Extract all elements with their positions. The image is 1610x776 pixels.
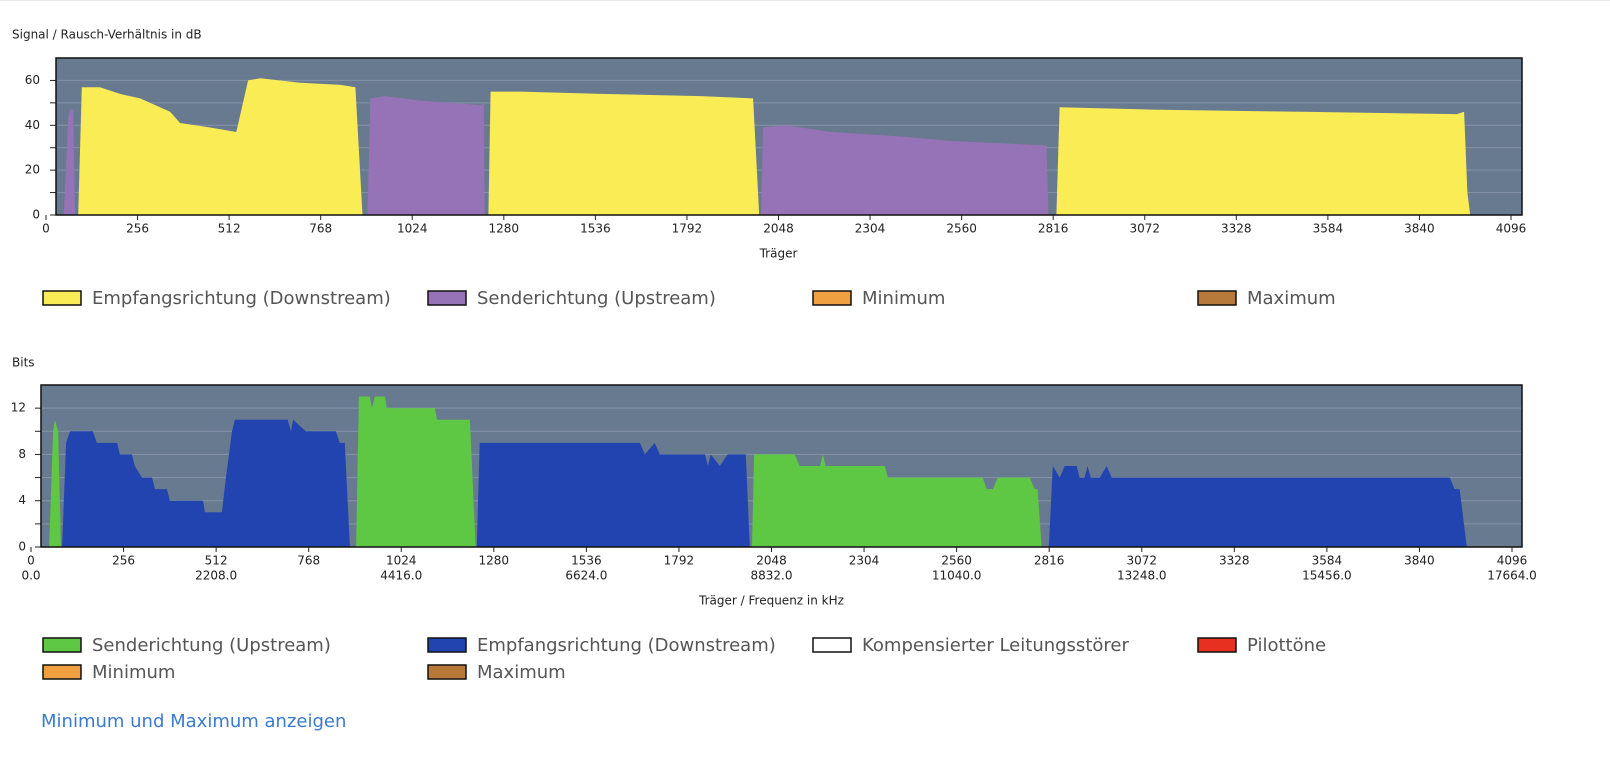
show-min-max-link[interactable]: Minimum und Maximum anzeigen — [41, 711, 346, 732]
x2-tick-label: 2208.0 — [195, 569, 237, 583]
x-tick-label: 2048 — [756, 554, 787, 568]
x-tick-label: 3840 — [1404, 222, 1435, 236]
y-tick-label: 8 — [18, 447, 26, 461]
x-tick-label: 256 — [112, 554, 135, 568]
x-tick-label: 1792 — [664, 554, 695, 568]
x-tick-label: 2816 — [1038, 222, 1069, 236]
x2-tick-label: 11040.0 — [932, 569, 982, 583]
x-tick-label: 512 — [218, 222, 241, 236]
legend-swatch — [1197, 290, 1237, 306]
x-tick-label: 768 — [309, 222, 332, 236]
legend-label: Empfangsrichtung (Downstream) — [92, 288, 391, 309]
legend-swatch — [812, 637, 852, 653]
x-tick-label: 3840 — [1404, 554, 1435, 568]
x2-tick-label: 17664.0 — [1487, 569, 1537, 583]
x2-tick-label: 8832.0 — [751, 569, 793, 583]
legend-swatch — [427, 290, 467, 306]
x2-tick-label: 13248.0 — [1117, 569, 1167, 583]
legend-label: Minimum — [92, 662, 175, 683]
legend-label: Pilottöne — [1247, 635, 1326, 656]
x-tick-label: 1792 — [672, 222, 703, 236]
legend-swatch — [1197, 637, 1237, 653]
x-tick-label: 3072 — [1129, 222, 1160, 236]
y-tick-label: 4 — [18, 493, 26, 507]
legend-label: Maximum — [477, 662, 566, 683]
x-tick-label: 1024 — [397, 222, 428, 236]
x-tick-label: 3584 — [1312, 554, 1343, 568]
plot-frame — [55, 57, 1523, 216]
y-tick-label: 40 — [25, 118, 40, 132]
legend-label: Empfangsrichtung (Downstream) — [477, 635, 776, 656]
x-tick-label: 3328 — [1221, 222, 1252, 236]
y-tick-label: 12 — [11, 401, 26, 415]
legend-label: Senderichtung (Upstream) — [477, 288, 716, 309]
y-tick-label: 0 — [32, 208, 40, 222]
x-tick-label: 0 — [27, 554, 35, 568]
x2-tick-label: 15456.0 — [1302, 569, 1352, 583]
legend-label: Minimum — [862, 288, 945, 309]
x-tick-label: 2560 — [941, 554, 972, 568]
legend-swatch — [42, 290, 82, 306]
x2-tick-label: 0.0 — [21, 569, 40, 583]
x-tick-label: 4096 — [1497, 554, 1528, 568]
legend-label: Kompensierter Leitungsstörer — [862, 635, 1129, 656]
x-tick-label: 2560 — [946, 222, 977, 236]
x-tick-label: 768 — [297, 554, 320, 568]
x-tick-label: 1536 — [571, 554, 602, 568]
area — [78, 78, 1471, 215]
x-tick-label: 3328 — [1219, 554, 1250, 568]
area — [63, 96, 1049, 215]
y-tick-label: 20 — [25, 163, 40, 177]
chart-title: Signal / Rausch-Verhältnis in dB — [12, 28, 202, 42]
legend-swatch — [42, 637, 82, 653]
x-tick-label: 2304 — [855, 222, 886, 236]
area — [62, 419, 1467, 547]
y-tick-label: 60 — [25, 73, 40, 87]
x-tick-label: 2304 — [849, 554, 880, 568]
legend-label: Senderichtung (Upstream) — [92, 635, 331, 656]
x-tick-label: 512 — [205, 554, 228, 568]
chart-title: Bits — [12, 356, 35, 370]
x-tick-label: 0 — [42, 222, 50, 236]
x-tick-label: 3584 — [1313, 222, 1344, 236]
x-tick-label: 1024 — [386, 554, 417, 568]
x-tick-label: 256 — [126, 222, 149, 236]
x-axis-label: Träger — [759, 247, 798, 261]
legend-swatch — [42, 664, 82, 680]
x-tick-label: 1280 — [489, 222, 520, 236]
legend-swatch — [427, 664, 467, 680]
x-tick-label: 2816 — [1034, 554, 1065, 568]
area — [49, 396, 1042, 547]
x-tick-label: 3072 — [1126, 554, 1157, 568]
x-tick-label: 1536 — [580, 222, 611, 236]
x2-tick-label: 6624.0 — [565, 569, 607, 583]
plot-frame — [40, 384, 1523, 548]
x-tick-label: 1280 — [479, 554, 510, 568]
x2-tick-label: 4416.0 — [380, 569, 422, 583]
y-tick-label: 0 — [18, 540, 26, 554]
x-tick-label: 2048 — [763, 222, 794, 236]
legend-swatch — [812, 290, 852, 306]
legend-label: Maximum — [1247, 288, 1336, 309]
x-axis-label: Träger / Frequenz in kHz — [698, 594, 844, 608]
x-tick-label: 4096 — [1496, 222, 1527, 236]
legend-swatch — [427, 637, 467, 653]
